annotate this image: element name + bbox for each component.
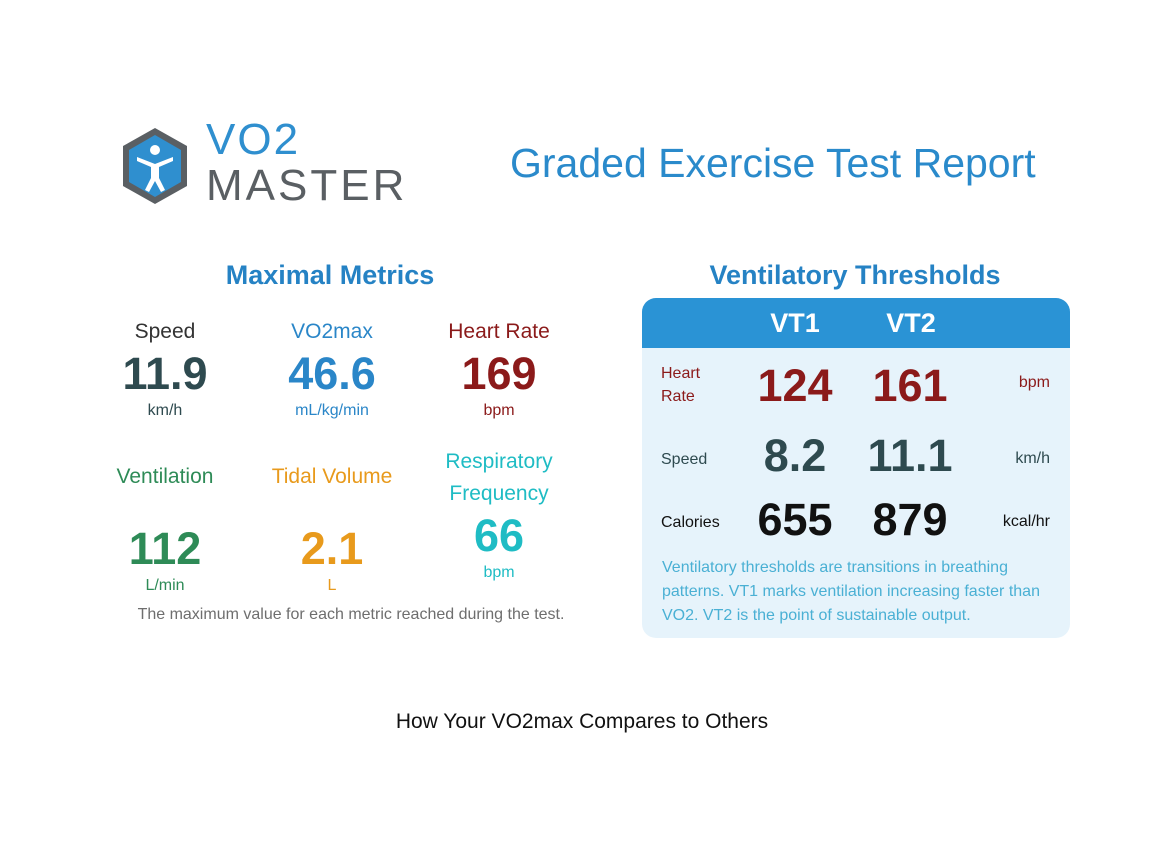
metric-unit: L bbox=[327, 577, 337, 594]
vt1-header: VT1 bbox=[770, 308, 820, 338]
metric-heart-rate: Heart Rate 169 bpm bbox=[419, 316, 579, 422]
ventilatory-thresholds-card: VT1 VT2 Heart Rate 124 161 bpm Speed 8.2… bbox=[642, 298, 1070, 638]
metric-label: VO2max bbox=[291, 320, 373, 343]
vt2-speed: 11.1 bbox=[867, 430, 953, 481]
metric-value: 66 bbox=[473, 510, 525, 561]
vt2-header: VT2 bbox=[886, 308, 936, 338]
metric-ventilation: Ventilation 112 L/min bbox=[85, 461, 245, 597]
metric-value: 2.1 bbox=[300, 523, 364, 574]
vt-row-label-calories: Calories bbox=[661, 514, 720, 531]
vt-unit-speed: km/h bbox=[1015, 450, 1050, 467]
vt-row-label-line: Rate bbox=[661, 388, 695, 405]
metric-tidal-volume: Tidal Volume 2.1 L bbox=[252, 461, 412, 597]
vt2-heart-rate: 161 bbox=[872, 360, 948, 411]
metric-unit: bpm bbox=[483, 402, 515, 419]
metric-label: Speed bbox=[134, 320, 196, 343]
vt1-calories: 655 bbox=[757, 494, 833, 545]
vt-row-label-speed: Speed bbox=[661, 451, 708, 468]
vt2-calories: 879 bbox=[872, 494, 948, 545]
vt1-heart-rate: 124 bbox=[757, 360, 833, 411]
vt1-speed: 8.2 bbox=[763, 430, 827, 481]
metric-speed: Speed 11.9 km/h bbox=[85, 316, 245, 422]
metric-unit: mL/kg/min bbox=[295, 402, 369, 419]
metric-value: 11.9 bbox=[122, 348, 208, 399]
metric-value: 112 bbox=[128, 523, 202, 574]
vt-row-label-heart-rate: Heart Rate bbox=[661, 362, 700, 408]
vt-header: VT1 VT2 bbox=[642, 298, 1070, 348]
metric-value: 46.6 bbox=[288, 348, 376, 399]
vt-unit-heart-rate: bpm bbox=[1018, 374, 1050, 391]
metric-label: Respiratory Frequency bbox=[445, 450, 553, 505]
person-hexagon-icon bbox=[123, 128, 187, 204]
maximal-metrics-note: The maximum value for each metric reache… bbox=[137, 606, 565, 623]
vo2max-comparison-heading: How Your VO2max Compares to Others bbox=[395, 710, 769, 733]
metric-value: 169 bbox=[461, 348, 537, 399]
metric-label: Heart Rate bbox=[448, 320, 550, 343]
metric-respiratory-frequency: Respiratory Frequency 66 bpm bbox=[419, 446, 579, 584]
brand-line1: VO2 bbox=[206, 115, 301, 164]
report-title: Graded Exercise Test Report bbox=[510, 140, 1036, 186]
metric-vo2max: VO2max 46.6 mL/kg/min bbox=[252, 316, 412, 422]
metric-unit: km/h bbox=[147, 402, 183, 419]
vt-unit-calories: kcal/hr bbox=[1002, 513, 1050, 530]
brand-logo: VO2 MASTER bbox=[120, 118, 420, 218]
metric-unit: L/min bbox=[145, 577, 185, 594]
vt-row-label-line: Heart bbox=[661, 365, 701, 382]
ventilatory-thresholds-title: Ventilatory Thresholds bbox=[709, 260, 1001, 290]
metric-label: Tidal Volume bbox=[271, 465, 393, 488]
brand-line2: MASTER bbox=[206, 161, 408, 210]
metric-unit: bpm bbox=[483, 564, 515, 581]
ventilatory-thresholds-note: Ventilatory thresholds are transitions i… bbox=[662, 559, 1040, 624]
metric-label: Ventilation bbox=[116, 465, 214, 488]
maximal-metrics-title: Maximal Metrics bbox=[225, 260, 435, 290]
